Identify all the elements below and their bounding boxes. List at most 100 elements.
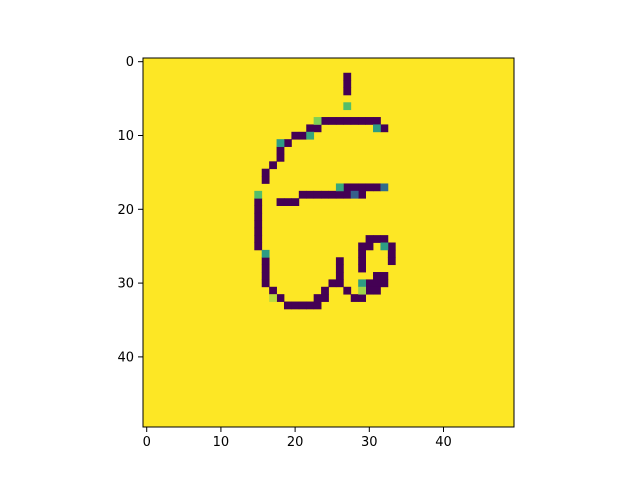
heatmap-cell [358, 279, 366, 288]
heatmap-cell [350, 117, 359, 125]
heatmap-cell [269, 286, 277, 295]
y-tick-label: 40 [117, 350, 134, 365]
heatmap-cell [328, 279, 337, 288]
heatmap-cell [254, 190, 263, 199]
heatmap-cell [298, 131, 307, 140]
heatmap-cell [373, 279, 381, 288]
heatmap-cell [373, 286, 381, 295]
heatmap-cell [335, 190, 344, 199]
heatmap-cell [335, 117, 344, 125]
heatmap-cell [358, 249, 366, 258]
heatmap-cell [387, 249, 396, 258]
heatmap-cell [358, 117, 366, 125]
heatmap-cell [387, 257, 396, 266]
heatmap-cell [313, 117, 322, 125]
heatmap-cell [313, 190, 322, 199]
heatmap-background [143, 58, 514, 427]
heatmap-cell [373, 272, 381, 280]
heatmap-cell [283, 198, 292, 206]
heatmap-image [143, 58, 514, 427]
heatmap-cell [373, 183, 381, 192]
heatmap-cell [291, 301, 300, 310]
heatmap-cell [313, 301, 322, 310]
heatmap-cell [313, 294, 322, 302]
heatmap-cell [261, 264, 270, 273]
heatmap-cell [283, 139, 292, 147]
heatmap-cell [358, 264, 366, 273]
heatmap-cell [261, 272, 270, 280]
heatmap-cell [298, 301, 307, 310]
heatmap-cell [276, 139, 285, 147]
heatmap-cell [335, 264, 344, 273]
heatmap-cell [313, 124, 322, 133]
heatmap-cell [298, 190, 307, 199]
heatmap-cell [321, 286, 329, 295]
heatmap-cell [365, 242, 374, 251]
y-axis: 0 10 20 30 40 [117, 55, 143, 365]
heatmap-cell [373, 117, 381, 125]
y-tick-label: 20 [117, 203, 134, 218]
heatmap-cell [261, 257, 270, 266]
heatmap-cell [291, 131, 300, 140]
heatmap-cell [343, 80, 352, 88]
x-tick-label: 20 [287, 435, 304, 450]
heatmap-cell [350, 294, 359, 302]
x-tick-label: 40 [435, 435, 452, 450]
axes-frame [142, 57, 515, 428]
heatmap-cell [343, 102, 352, 111]
heatmap-cell [380, 235, 389, 243]
heatmap-cell [373, 235, 381, 243]
heatmap-cell [261, 249, 270, 258]
heatmap-cell [335, 279, 344, 288]
x-tick-label: 30 [361, 435, 378, 450]
heatmap-cell [335, 183, 344, 192]
heatmap-cell [343, 183, 352, 192]
heatmap-cell [358, 190, 366, 199]
heatmap-cell [254, 198, 263, 206]
heatmap-cell [365, 183, 374, 192]
heatmap-cell [358, 257, 366, 266]
heatmap-cell [358, 183, 366, 192]
heatmap-cell [321, 117, 329, 125]
heatmap-cell [306, 301, 315, 310]
heatmap-cell [291, 198, 300, 206]
heatmap-cell [335, 272, 344, 280]
heatmap-cell [254, 235, 263, 243]
heatmap-cell [358, 242, 366, 251]
heatmap-cell [380, 272, 389, 280]
heatmap-cell [276, 294, 285, 302]
heatmap-cell [365, 286, 374, 295]
heatmap-cell [380, 183, 389, 192]
heatmap-cell [321, 190, 329, 199]
heatmap-cell [358, 286, 366, 295]
y-tick-label: 10 [117, 129, 134, 144]
heatmap-cell [283, 301, 292, 310]
heatmap-cell [306, 190, 315, 199]
heatmap-cell [350, 190, 359, 199]
heatmap-cell [261, 168, 270, 177]
heatmap-cell [328, 190, 337, 199]
heatmap-cell [321, 294, 329, 302]
heatmap-cell [365, 235, 374, 243]
heatmap-cell [343, 87, 352, 96]
heatmap-cell [269, 161, 277, 170]
heatmap-cell [261, 279, 270, 288]
heatmap-cell [306, 124, 315, 133]
heatmap-cell [261, 176, 270, 184]
y-tick-label: 30 [117, 277, 134, 292]
heatmap-cell [365, 279, 374, 288]
heatmap-cell [343, 190, 352, 199]
heatmap-cell [380, 279, 389, 288]
heatmap-cell [365, 117, 374, 125]
heatmap-cell [350, 183, 359, 192]
x-tick-label: 10 [213, 435, 230, 450]
y-tick-label: 0 [126, 55, 134, 70]
heatmap-cell [343, 117, 352, 125]
heatmap-cell [276, 146, 285, 155]
heatmap-cell [254, 242, 263, 251]
heatmap-cell [254, 205, 263, 214]
heatmap-cell [328, 117, 337, 125]
heatmap-cell [276, 198, 285, 206]
heatmap-cell [343, 72, 352, 81]
